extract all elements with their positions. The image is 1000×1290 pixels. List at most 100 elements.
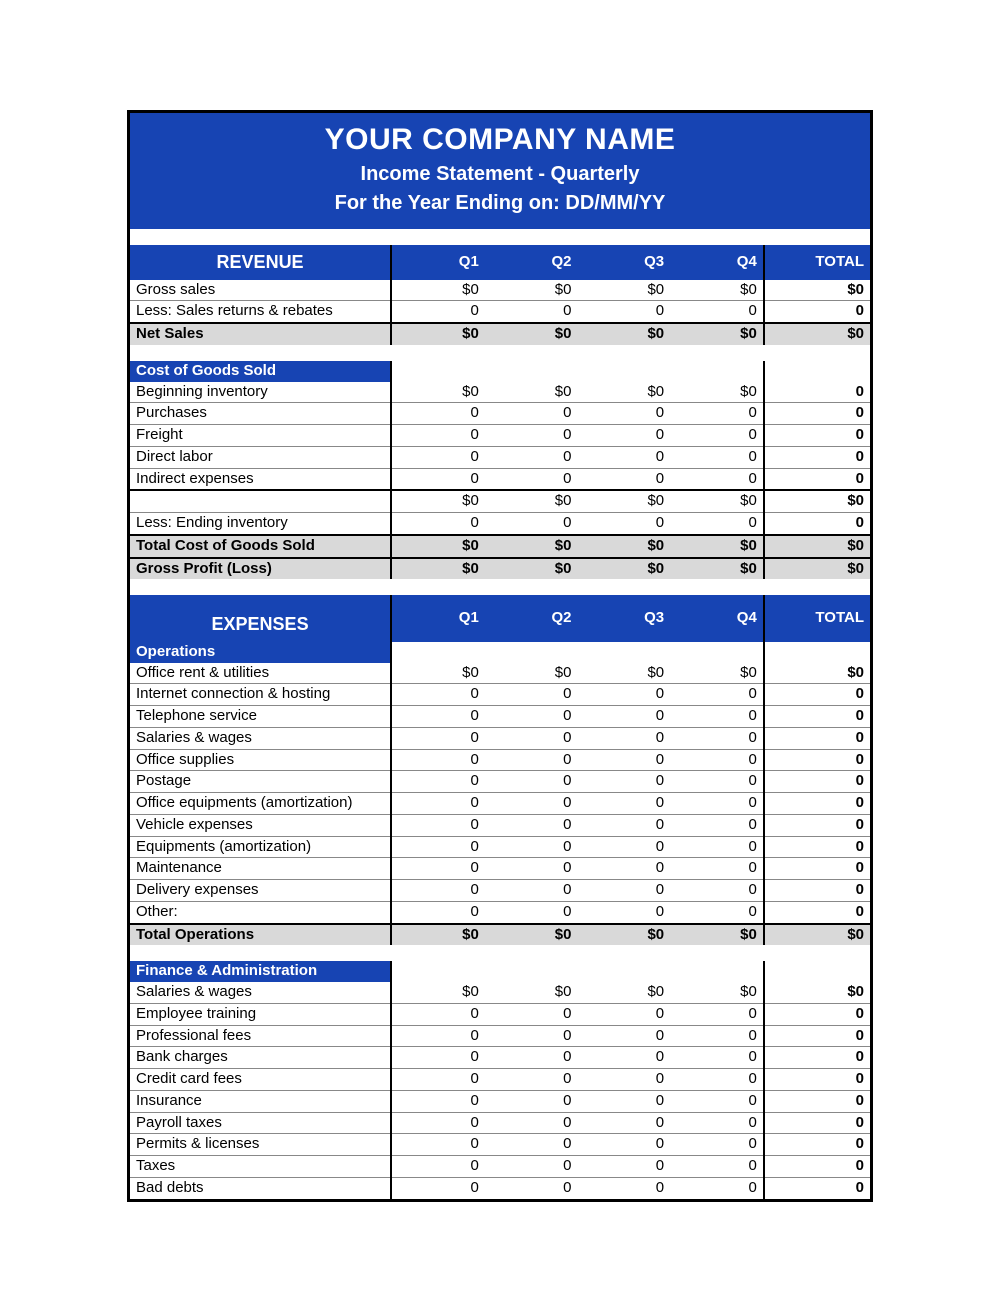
fin-row-q2: $0	[485, 982, 578, 1003]
ops-row-total: 0	[764, 880, 870, 902]
revenue-row-q3: 0	[577, 301, 670, 323]
ops-row-q1: 0	[391, 836, 485, 858]
ops-row-label: Office equipments (amortization)	[130, 793, 391, 815]
ops-row-q2: 0	[485, 793, 578, 815]
ops-row-label: Other:	[130, 901, 391, 923]
ops-row-total: 0	[764, 901, 870, 923]
ops-row-q3: 0	[577, 901, 670, 923]
spacer	[764, 229, 870, 245]
ops-row-q2: 0	[485, 880, 578, 902]
ops-row-total: 0	[764, 836, 870, 858]
ops-row-q3: 0	[577, 706, 670, 728]
ops-row-total: $0	[764, 663, 870, 684]
revenue-row-q2: $0	[485, 280, 578, 301]
ops-row-q2: 0	[485, 749, 578, 771]
gross-profit-label: Gross Profit (Loss)	[130, 558, 391, 580]
fin-row-q3: 0	[577, 1134, 670, 1156]
cogs-subtotal-q1: $0	[391, 490, 485, 512]
cogs-row-q2: 0	[485, 403, 578, 425]
cogs-row-total: 0	[764, 403, 870, 425]
section-header: EXPENSES	[130, 595, 391, 642]
cogs-row-q4: 0	[670, 425, 764, 447]
ops-row-q3: 0	[577, 880, 670, 902]
fin-row-total: 0	[764, 1069, 870, 1091]
ops-row-q1: 0	[391, 749, 485, 771]
cogs-row-total: 0	[764, 446, 870, 468]
ops-row-total: 0	[764, 706, 870, 728]
revenue-row-q4: $0	[670, 280, 764, 301]
cogs-less-ending-label: Less: Ending inventory	[130, 513, 391, 535]
gross-profit-q2: $0	[485, 558, 578, 580]
fin-row-q3: 0	[577, 1177, 670, 1198]
net-sales-total: $0	[764, 323, 870, 345]
cogs-row-label: Freight	[130, 425, 391, 447]
ops-row-q4: 0	[670, 749, 764, 771]
ops-row-q4: 0	[670, 901, 764, 923]
cogs-row-label: Purchases	[130, 403, 391, 425]
fin-row-q2: 0	[485, 1156, 578, 1178]
ops-row-total: 0	[764, 771, 870, 793]
ops-row-total: 0	[764, 793, 870, 815]
fin-row-total: 0	[764, 1134, 870, 1156]
ops-row-q1: 0	[391, 901, 485, 923]
cogs-row-q2: 0	[485, 468, 578, 490]
cogs-total-q4: $0	[670, 535, 764, 558]
col-q3: Q3	[577, 245, 670, 280]
ops-total-label: Total Operations	[130, 924, 391, 946]
fin-row-q2: 0	[485, 1134, 578, 1156]
fin-row-label: Payroll taxes	[130, 1112, 391, 1134]
cogs-less-ending-q3: 0	[577, 513, 670, 535]
fin-row-q3: 0	[577, 1156, 670, 1178]
fin-row-q4: 0	[670, 1047, 764, 1069]
fin-row-q3: 0	[577, 1003, 670, 1025]
fin-row-label: Taxes	[130, 1156, 391, 1178]
ops-row-q2: $0	[485, 663, 578, 684]
ops-row-q3: 0	[577, 749, 670, 771]
cogs-row-total: 0	[764, 468, 870, 490]
ops-row-q2: 0	[485, 814, 578, 836]
col-q4: Q4	[670, 595, 764, 642]
ops-total-q3: $0	[577, 924, 670, 946]
cogs-row-q3: 0	[577, 446, 670, 468]
spacer	[130, 579, 391, 595]
spacer	[130, 345, 391, 361]
fin-row-label: Professional fees	[130, 1025, 391, 1047]
cogs-row-q4: 0	[670, 403, 764, 425]
revenue-row-q4: 0	[670, 301, 764, 323]
gross-profit-q4: $0	[670, 558, 764, 580]
cogs-row-q2: 0	[485, 446, 578, 468]
income-statement-sheet: YOUR COMPANY NAME Income Statement - Qua…	[127, 110, 873, 1202]
fin-row-label: Salaries & wages	[130, 982, 391, 1003]
gross-profit-q1: $0	[391, 558, 485, 580]
cogs-row-q1: 0	[391, 425, 485, 447]
ops-row-q2: 0	[485, 836, 578, 858]
col-q1: Q1	[391, 595, 485, 642]
fin-row-label: Permits & licenses	[130, 1134, 391, 1156]
fin-row-q1: 0	[391, 1112, 485, 1134]
title-block: YOUR COMPANY NAME Income Statement - Qua…	[130, 113, 870, 229]
ops-row-q4: $0	[670, 663, 764, 684]
fin-row-total: 0	[764, 1090, 870, 1112]
col-q4: Q4	[670, 245, 764, 280]
revenue-row-label: Less: Sales returns & rebates	[130, 301, 391, 323]
financial-table: REVENUEQ1Q2Q3Q4TOTALGross sales$0$0$0$0$…	[130, 229, 870, 1199]
fin-row-q3: 0	[577, 1112, 670, 1134]
ops-row-total: 0	[764, 814, 870, 836]
ops-row-label: Salaries & wages	[130, 727, 391, 749]
fin-row-q2: 0	[485, 1112, 578, 1134]
ops-row-label: Maintenance	[130, 858, 391, 880]
cogs-row-q2: $0	[485, 382, 578, 403]
cogs-row-q4: 0	[670, 446, 764, 468]
fin-row-q4: 0	[670, 1025, 764, 1047]
revenue-row-q3: $0	[577, 280, 670, 301]
ops-row-q4: 0	[670, 814, 764, 836]
fin-row-q4: 0	[670, 1090, 764, 1112]
fin-row-q1: 0	[391, 1003, 485, 1025]
ops-total-q1: $0	[391, 924, 485, 946]
ops-row-q4: 0	[670, 880, 764, 902]
cogs-subtotal-label	[130, 490, 391, 512]
ops-row-label: Delivery expenses	[130, 880, 391, 902]
sub-header: Cost of Goods Sold	[130, 361, 391, 382]
cogs-row-q3: 0	[577, 468, 670, 490]
cogs-row-q3: $0	[577, 382, 670, 403]
